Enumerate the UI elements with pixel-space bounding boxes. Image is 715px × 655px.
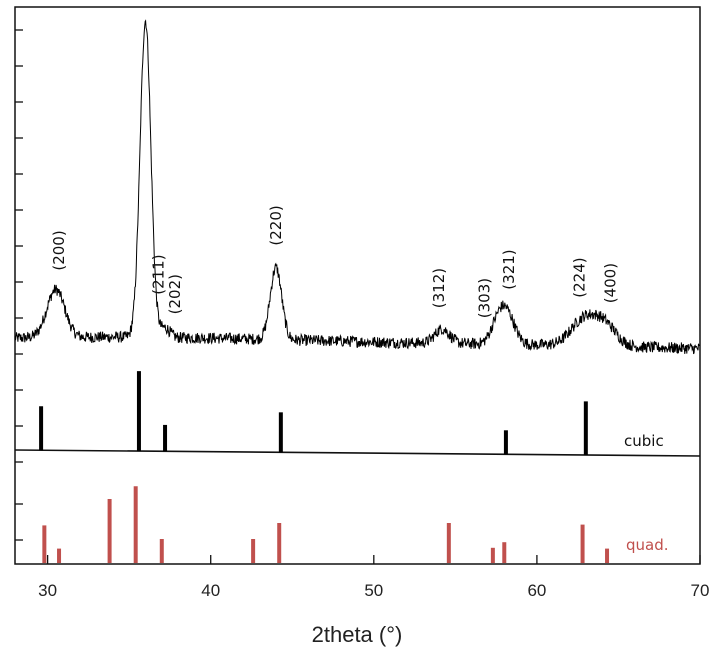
peak-label: (303) bbox=[476, 278, 494, 318]
x-tick-label: 30 bbox=[38, 581, 57, 600]
x-axis-tick-labels: 30 40 50 60 70 bbox=[38, 581, 709, 600]
left-axis-ticks bbox=[15, 29, 23, 541]
quad-label: quad. bbox=[626, 536, 669, 554]
plot-frame bbox=[14, 6, 701, 565]
panel-divider bbox=[14, 449, 701, 457]
cubic-label: cubic bbox=[624, 432, 664, 450]
cubic-reference-lines bbox=[39, 371, 588, 455]
peak-label: (202) bbox=[166, 274, 184, 314]
peak-label: (211) bbox=[150, 254, 168, 294]
xrd-pattern-line bbox=[14, 19, 700, 355]
x-tick-label: 70 bbox=[691, 581, 710, 600]
peak-label: (200) bbox=[50, 230, 68, 270]
plot-border bbox=[14, 6, 701, 565]
peak-label: (224) bbox=[570, 257, 588, 297]
x-tick-label: 50 bbox=[364, 581, 383, 600]
x-tick-label: 60 bbox=[527, 581, 546, 600]
peak-label: (400) bbox=[601, 263, 619, 303]
x-axis-ticks bbox=[46, 555, 701, 564]
quad-reference-lines bbox=[42, 486, 610, 563]
peak-label: (321) bbox=[500, 249, 518, 289]
peak-label: (220) bbox=[267, 205, 285, 245]
x-tick-label: 40 bbox=[201, 581, 220, 600]
peak-label: (312) bbox=[430, 268, 448, 308]
x-axis-title: 2theta (°) bbox=[312, 622, 403, 647]
peak-labels: (200) (211)(202) (220) (312) (303) (321) (224)… bbox=[50, 205, 619, 318]
